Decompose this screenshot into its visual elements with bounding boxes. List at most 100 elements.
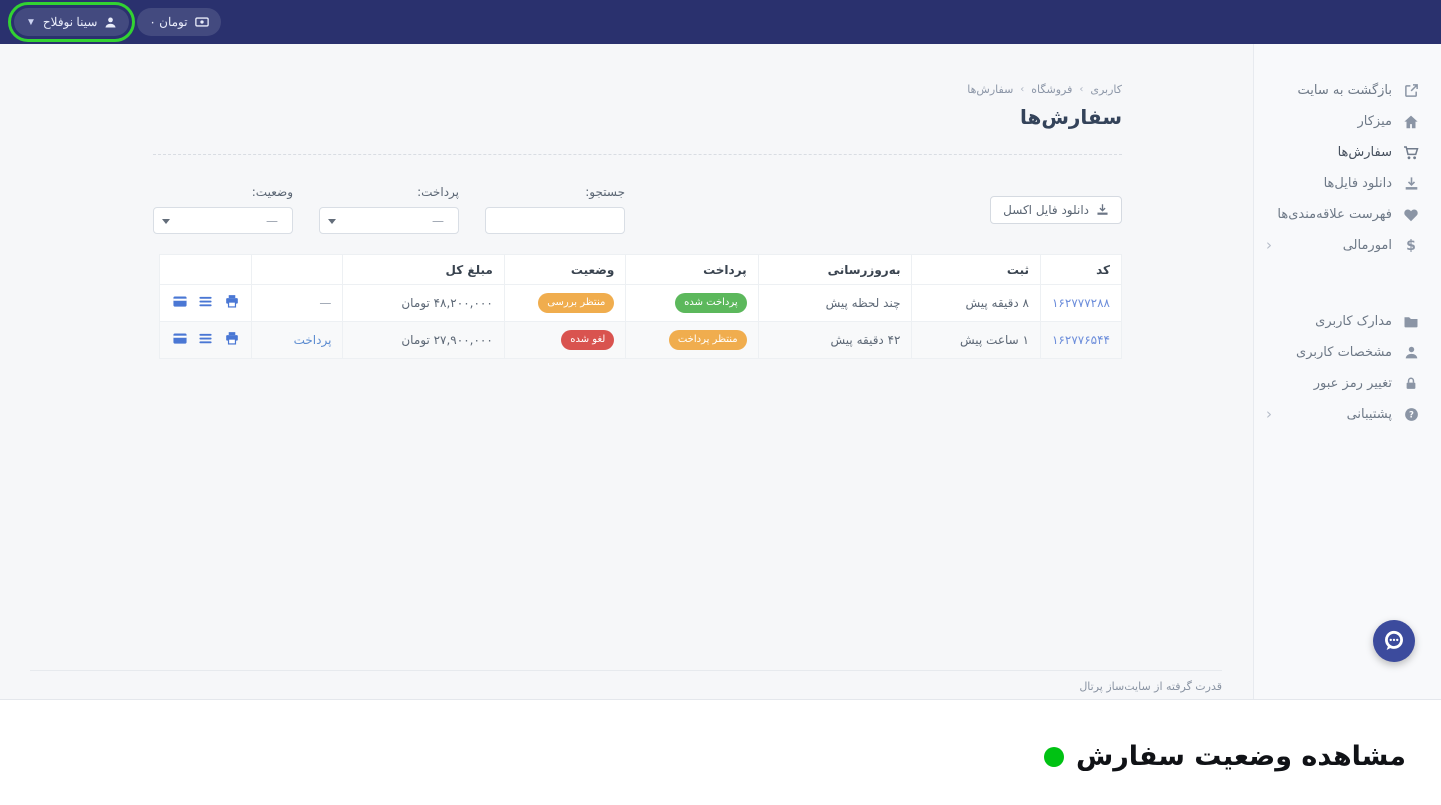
invoice-button[interactable] [171, 331, 188, 347]
sidebar-item-label: مشخصات کاربری [1296, 345, 1392, 360]
order-total: ۲۷,۹۰۰,۰۰۰ تومان [342, 321, 505, 359]
order-created: ۸ دقیقه پیش [911, 284, 1041, 322]
green-dot-icon [1043, 746, 1064, 767]
heart-icon [1403, 207, 1419, 223]
task-caption-band: مشاهده وضعیت سفارش [0, 700, 1441, 805]
task-caption: مشاهده وضعیت سفارش [1043, 741, 1406, 772]
breadcrumb-item-shop[interactable]: فروشگاه [1031, 83, 1073, 96]
navbar-chips: سینا نوفلاح ▼ ۰ تومان [7, 2, 221, 42]
user-name-label: سینا نوفلاح [42, 15, 98, 29]
credit-card-icon [172, 333, 187, 344]
orders-table: کد ثبت به‌روزرسانی پرداخت وضعیت مبلغ کل [158, 254, 1123, 359]
chevron-left-icon: ‹ [1266, 405, 1272, 423]
sidebar-item-label: امورمالی [1342, 238, 1392, 253]
order-updated: ۴۲ دقیقه پیش [757, 321, 913, 359]
pay-link[interactable]: پرداخت [293, 333, 332, 347]
order-code-link[interactable]: ۱۶۲۷۷۷۲۸۸ [1051, 296, 1110, 310]
wallet-balance-button[interactable]: ۰ تومان [137, 8, 221, 36]
footer-divider [30, 670, 1222, 671]
sidebar-item-profile[interactable]: مشخصات کاربری [1254, 337, 1441, 368]
order-status-badge: منتظر بررسی [538, 293, 615, 313]
sidebar-item-change-password[interactable]: تغییر رمز عبور [1254, 368, 1441, 399]
chat-bubble-icon [1385, 630, 1403, 650]
sidebar-item-label: تغییر رمز عبور [1313, 376, 1392, 391]
content-column: کاربری ‹ فروشگاه ‹ سفارش‌ها سفارش‌ها دان… [153, 44, 1123, 359]
header-total: مبلغ کل [342, 254, 505, 285]
header-created: ثبت [911, 254, 1041, 285]
order-row: ۱۶۲۷۷۶۵۴۴ ۱ ساعت پیش ۴۲ دقیقه پیش منتظر … [158, 321, 1123, 359]
status-filter-select[interactable]: — [153, 207, 293, 234]
sidebar-item-label: دانلود فایل‌ها [1323, 176, 1392, 191]
list-icon [199, 334, 212, 344]
sidebar-item-finance[interactable]: $ امورمالی ‹ [1254, 230, 1441, 261]
search-input[interactable] [485, 207, 625, 234]
download-icon [1403, 176, 1419, 192]
sidebar-item-label: پشتیبانی [1346, 407, 1392, 422]
breadcrumb-separator-icon: ‹ [1020, 84, 1025, 95]
sidebar-group-store: بازگشت به سایت میزکار سفارش‌ها [1254, 75, 1441, 261]
status-filter: وضعیت: — [153, 185, 293, 234]
main-content: کاربری ‹ فروشگاه ‹ سفارش‌ها سفارش‌ها دان… [0, 44, 1253, 699]
breadcrumb-item-orders[interactable]: سفارش‌ها [967, 83, 1014, 96]
payment-status-badge: منتظر پرداخت [668, 330, 747, 350]
chevron-left-icon: ‹ [1266, 236, 1272, 254]
sidebar-item-favorites[interactable]: فهرست علاقه‌مندی‌ها [1254, 199, 1441, 230]
payment-filter-select[interactable]: — [319, 207, 459, 234]
credit-card-icon [172, 296, 187, 307]
details-button[interactable] [197, 331, 214, 347]
sidebar-item-support[interactable]: ? پشتیبانی ‹ [1254, 399, 1441, 430]
table-header-row: کد ثبت به‌روزرسانی پرداخت وضعیت مبلغ کل [158, 254, 1123, 285]
top-navbar: سینا نوفلاح ▼ ۰ تومان [0, 0, 1441, 44]
help-circle-icon: ? [1403, 407, 1419, 423]
page-title: سفارش‌ها [1019, 105, 1122, 129]
sidebar-item-documents[interactable]: مدارک کاربری [1254, 306, 1441, 337]
money-icon [194, 15, 209, 29]
invoice-button[interactable] [171, 294, 188, 310]
download-icon [1097, 204, 1108, 215]
chevron-down-icon: ▼ [26, 16, 36, 28]
print-button[interactable] [223, 331, 240, 347]
content-footer: قدرت گرفته از سایت‌ساز پرتال [0, 670, 1253, 699]
header-payment: پرداخت [625, 254, 759, 285]
pay-placeholder: — [319, 296, 332, 310]
row-actions [171, 331, 240, 347]
order-status-badge: لغو شده [561, 330, 615, 350]
breadcrumb-item-user[interactable]: کاربری [1090, 83, 1122, 96]
chat-widget-button[interactable] [1373, 620, 1415, 662]
header-code: کد [1039, 254, 1123, 285]
breadcrumb: کاربری ‹ فروشگاه ‹ سفارش‌ها [153, 83, 1122, 96]
dollar-icon: $ [1406, 237, 1416, 254]
breadcrumb-separator-icon: ‹ [1079, 84, 1084, 95]
status-select-wrap: — [153, 207, 293, 234]
details-button[interactable] [197, 294, 214, 310]
search-filter: جستجو: [485, 185, 625, 234]
row-actions [171, 294, 240, 310]
search-label: جستجو: [585, 185, 625, 199]
payment-select-wrap: — [319, 207, 459, 234]
folder-icon [1403, 314, 1419, 330]
download-excel-button[interactable]: دانلود فایل اکسل [990, 195, 1122, 224]
home-icon [1403, 114, 1419, 130]
external-link-icon [1403, 83, 1419, 99]
wallet-balance-label: ۰ تومان [149, 15, 188, 29]
payment-status-badge: پرداخت شده [675, 293, 747, 313]
sidebar: بازگشت به سایت میزکار سفارش‌ها [1253, 44, 1441, 699]
order-updated: چند لحظه پیش [757, 284, 913, 322]
sidebar-item-orders[interactable]: سفارش‌ها [1254, 137, 1441, 168]
header-status: وضعیت [503, 254, 627, 285]
list-icon [199, 297, 212, 307]
print-button[interactable] [223, 294, 240, 310]
sidebar-item-label: بازگشت به سایت [1297, 83, 1393, 98]
user-menu-button[interactable]: سینا نوفلاح ▼ [7, 2, 136, 42]
sidebar-item-dashboard[interactable]: میزکار [1254, 106, 1441, 137]
sidebar-item-back-to-site[interactable]: بازگشت به سایت [1254, 75, 1441, 106]
sidebar-item-downloads[interactable]: دانلود فایل‌ها [1254, 168, 1441, 199]
sidebar-group-account: مدارک کاربری مشخصات کاربری تغییر رمز عبو… [1254, 306, 1441, 430]
filters-toolbar: دانلود فایل اکسل جستجو: پرداخت: — [153, 185, 1122, 234]
download-excel-label: دانلود فایل اکسل [1003, 202, 1089, 217]
task-caption-text: مشاهده وضعیت سفارش [1075, 741, 1406, 772]
order-total: ۴۸,۲۰۰,۰۰۰ تومان [342, 284, 505, 322]
status-filter-label: وضعیت: [251, 185, 293, 199]
order-code-link[interactable]: ۱۶۲۷۷۶۵۴۴ [1051, 333, 1110, 347]
order-row: ۱۶۲۷۷۷۲۸۸ ۸ دقیقه پیش چند لحظه پیش پرداخ… [158, 284, 1123, 322]
